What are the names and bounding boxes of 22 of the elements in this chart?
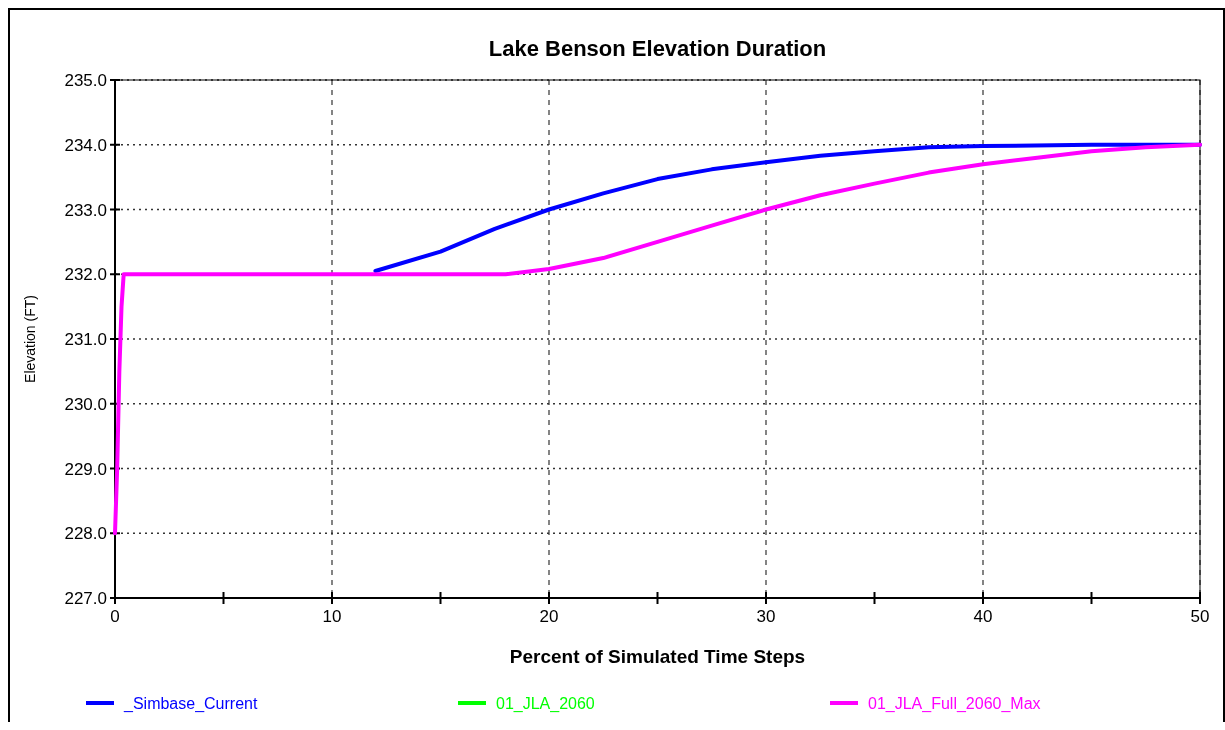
y-tick-label: 235.0 (64, 71, 107, 90)
y-tick-label: 234.0 (64, 135, 107, 155)
y-tick-label: 229.0 (64, 459, 107, 479)
y-tick-label: 232.0 (64, 265, 107, 285)
legend-label: _Simbase_Current (123, 695, 258, 713)
x-tick-label: 50 (1190, 607, 1210, 626)
y-tick-label: 231.0 (64, 330, 107, 349)
y-axis-title: Elevation (FT) (22, 295, 38, 383)
y-tick-label: 228.0 (64, 524, 107, 544)
legend-label: 01_JLA_2060 (496, 695, 595, 713)
y-tick-label: 233.0 (64, 200, 107, 220)
x-tick-label: 0 (110, 607, 120, 626)
x-tick-label: 30 (756, 607, 776, 626)
y-tick-label: 230.0 (64, 394, 107, 414)
x-axis-title: Percent of Simulated Time Steps (509, 646, 806, 667)
chart-title: Lake Benson Elevation Duration (488, 36, 827, 61)
x-tick-label: 40 (973, 607, 993, 626)
line-series (113, 142, 1202, 536)
x-tick-label: 10 (322, 607, 342, 626)
legend-label: 01_JLA_Full_2060_Max (868, 695, 1041, 713)
y-tick-label: 227.0 (64, 589, 107, 608)
x-tick-label: 20 (539, 607, 559, 626)
